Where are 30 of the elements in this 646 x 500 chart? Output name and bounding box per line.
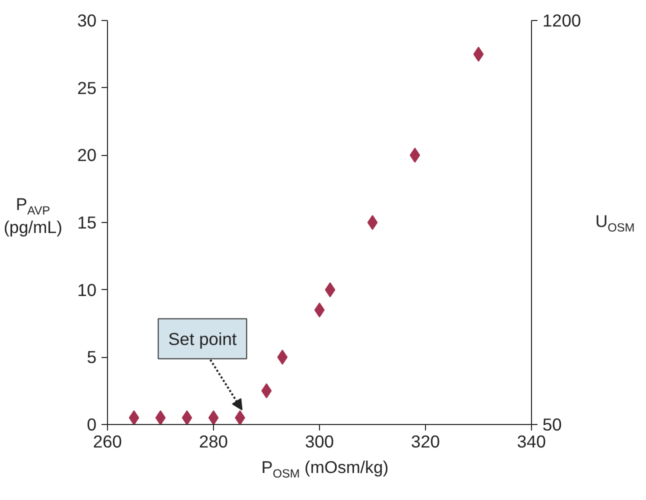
x-tick-label: 320 [411, 432, 440, 452]
point [314, 302, 325, 318]
point [155, 410, 166, 424]
y-tick-label: 20 [77, 145, 97, 166]
point [277, 350, 288, 365]
y2-tick-label: 50 [542, 414, 562, 434]
x-tick-label: 260 [93, 432, 122, 452]
point [234, 410, 246, 424]
point [473, 46, 484, 62]
point [324, 282, 336, 298]
point [128, 410, 140, 424]
x-axis-title: P$_{OSM}$ (mOsm/kg) [261, 458, 389, 481]
point [367, 215, 378, 230]
point [261, 383, 272, 398]
point [208, 410, 219, 424]
y2-tick-label: 1200 [542, 10, 582, 30]
point [410, 148, 420, 163]
y-tick-label: 30 [77, 10, 97, 30]
annotation: Set point [168, 328, 237, 349]
y-tick-label: 0 [86, 414, 97, 434]
y-axis-title: P$_{AVP}$ (pg/mL) [4, 195, 62, 238]
y-tick-label: 10 [77, 280, 97, 300]
x-tick-label: 340 [517, 432, 546, 452]
y2-axis-title: U$_{OSM}$ [595, 212, 635, 235]
y-tick-label: 25 [77, 78, 97, 98]
x-tick-label: 300 [305, 432, 334, 452]
x-tick-label: 280 [199, 432, 228, 452]
y-tick-label: 5 [86, 347, 97, 368]
point [182, 410, 192, 424]
y-tick-label: 15 [77, 212, 97, 232]
